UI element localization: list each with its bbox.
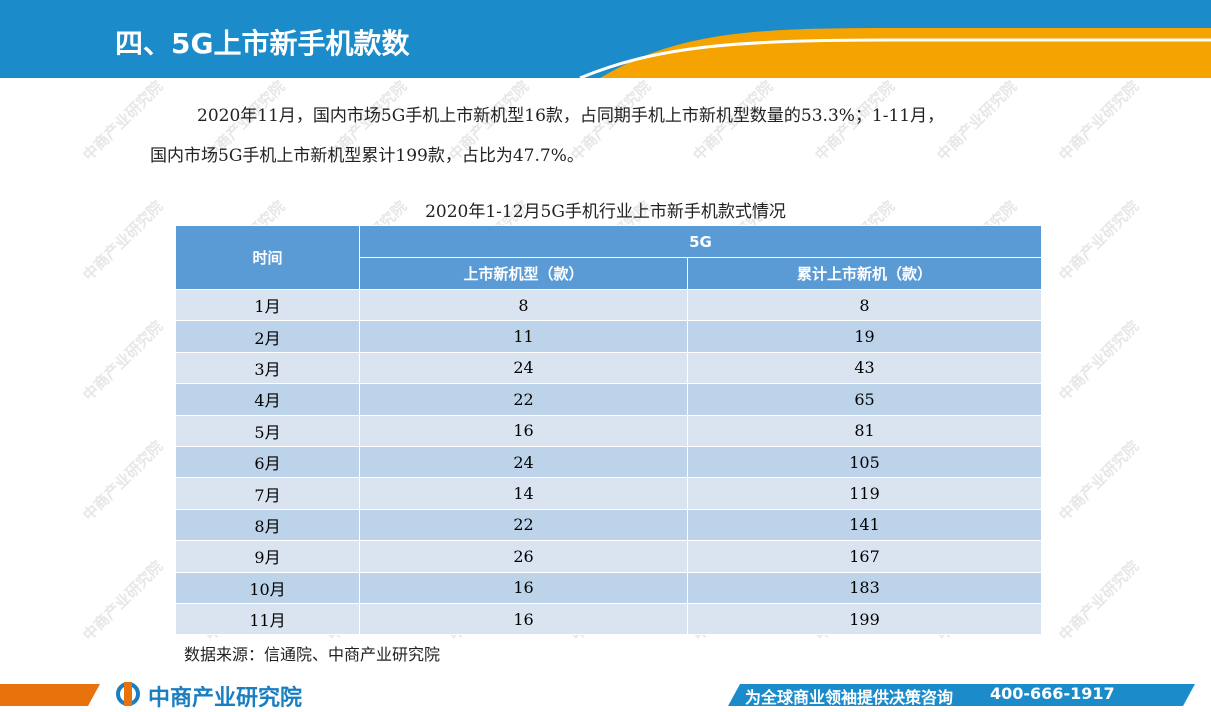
table-cell: 5月 [175,414,360,447]
table-row: 5月 16 81 [175,414,1042,447]
paragraph-line: 国内市场5G手机上市新机型累计199款，占比为47.7%。 [150,146,584,166]
paragraph-line: 2020年11月，国内市场5G手机上市新机型16款，占同期手机上市新机型数量的5… [197,106,945,126]
table-cell: 26 [359,540,688,573]
table-cell: 2月 [175,320,360,353]
table-cell: 119 [687,477,1042,510]
title: 四、5G上市新手机款数 [115,27,410,60]
table-cell: 43 [687,351,1042,385]
table-cell: 6月 [175,445,360,479]
table-cell: 16 [359,414,688,447]
table-cell: 8月 [175,508,360,542]
table-cell: 16 [359,571,688,604]
table-cell: 199 [687,602,1042,636]
table-row: 7月 14 119 [175,477,1042,510]
table-cell: 183 [687,571,1042,604]
table-cell: 22 [359,383,688,416]
table-caption: 2020年1-12月5G手机行业上市新手机款式情况 [425,202,786,222]
table-row: 1月 8 8 [175,288,1042,322]
logo-text: 中商产业研究院 [148,686,303,711]
table-cell: 8 [359,288,688,322]
table-row: 3月 24 43 [175,351,1042,385]
table-cell: 8 [687,288,1042,322]
table-cell: 167 [687,540,1042,573]
table-cell: 81 [687,414,1042,447]
header-cell: 时间 [175,225,360,290]
table-cell: 105 [687,445,1042,479]
table-cell: 19 [687,320,1042,353]
table-row: 8月 22 141 [175,508,1042,542]
table-cell: 65 [687,383,1042,416]
header-cell: 5G [359,225,1042,258]
table-cell: 11月 [175,602,360,636]
header-cell: 累计上市新机（款） [687,257,1042,290]
table-row: 4月 22 65 [175,383,1042,416]
table-cell: 9月 [175,540,360,573]
table-cell: 24 [359,351,688,385]
header-cell: 上市新机型（款） [359,257,688,290]
table-row: 9月 26 167 [175,540,1042,573]
table-row: 6月 24 105 [175,445,1042,479]
table-cell: 14 [359,477,688,510]
source-note: 数据来源：信通院、中商产业研究院 [184,645,441,664]
table-row: 2月 11 19 [175,320,1042,353]
table-cell: 7月 [175,477,360,510]
table-cell: 10月 [175,571,360,604]
table-cell: 1月 [175,288,360,322]
slogan: 为全球商业领袖提供决策咨询 [745,688,954,707]
table-cell: 24 [359,445,688,479]
table-row: 11月 16 199 [175,602,1042,636]
table-cell: 3月 [175,351,360,385]
table-row: 10月 16 183 [175,571,1042,604]
table-cell: 4月 [175,383,360,416]
table-cell: 141 [687,508,1042,542]
table-cell: 22 [359,508,688,542]
phone: 400-666-1917 [990,684,1115,703]
table-cell: 16 [359,602,688,636]
data-table: 时间 5G 上市新机型（款） 累计上市新机（款） 1月 8 8 2月 11 19 3月 24 43 4… [175,225,1042,636]
table-cell: 11 [359,320,688,353]
